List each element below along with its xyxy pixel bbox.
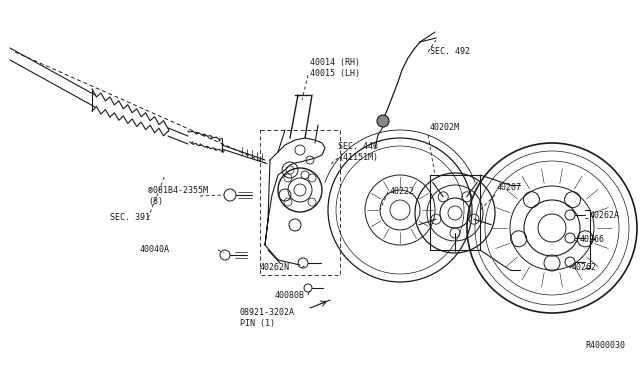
Text: 40080B: 40080B xyxy=(275,291,305,299)
Text: SEC. 440
(41151M): SEC. 440 (41151M) xyxy=(338,142,378,162)
Text: 40207: 40207 xyxy=(497,183,522,192)
Text: 08921-3202A
PIN (1): 08921-3202A PIN (1) xyxy=(240,308,295,328)
Text: 40266: 40266 xyxy=(580,235,605,244)
Text: 40014 (RH)
40015 (LH): 40014 (RH) 40015 (LH) xyxy=(310,58,360,78)
Text: 40262A: 40262A xyxy=(590,212,620,221)
Text: ®081B4-2355M
(8): ®081B4-2355M (8) xyxy=(148,186,208,206)
Text: 40040A: 40040A xyxy=(140,246,170,254)
Text: 40262: 40262 xyxy=(572,263,597,273)
Text: 40222: 40222 xyxy=(390,187,415,196)
Circle shape xyxy=(377,115,389,127)
Text: SEC. 391: SEC. 391 xyxy=(110,214,150,222)
Text: 40202M: 40202M xyxy=(430,124,460,132)
Text: R4000030: R4000030 xyxy=(585,340,625,350)
Text: SEC. 492: SEC. 492 xyxy=(430,48,470,57)
Text: 40262N: 40262N xyxy=(260,263,290,273)
